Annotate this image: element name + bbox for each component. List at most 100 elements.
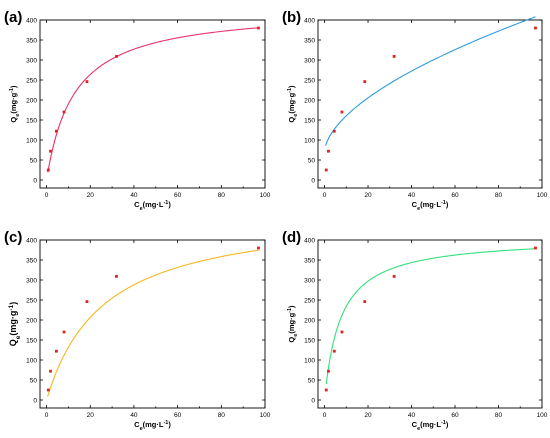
chart-panel-4: (d) 0 20 40 60 80 100 0 50 100 150 200 250 300 350 400 C…	[282, 229, 548, 432]
y-axis-title-sup: -1	[287, 88, 293, 93]
x-axis-title-main: C	[134, 200, 140, 209]
fit-curve	[325, 248, 536, 385]
y-tick-label: 300	[26, 57, 37, 64]
data-point	[85, 300, 89, 303]
y-tick-label: 250	[26, 77, 37, 84]
panel-label: (c)	[4, 229, 22, 246]
data-point	[85, 80, 89, 83]
y-tick-label: 100	[304, 137, 315, 144]
plot-frame	[317, 19, 543, 189]
y-tick-label: 350	[26, 257, 37, 264]
y-axis-title-main: Q	[287, 117, 296, 123]
y-tick-label: 200	[304, 97, 315, 104]
x-axis-title-main: C	[134, 420, 140, 429]
y-tick-label: 150	[304, 117, 315, 124]
data-point	[62, 330, 66, 334]
data-point	[332, 349, 336, 353]
x-tick-label: 100	[260, 412, 271, 419]
y-axis-title-close: )	[287, 305, 296, 308]
y-axis-title: Qe(mg·g-1)	[287, 85, 299, 123]
data-point	[257, 26, 260, 30]
data-point	[340, 110, 344, 114]
y-axis-title: Qe(mg·g-1)	[287, 305, 299, 343]
x-tick-label: 40	[130, 412, 138, 419]
data-point	[534, 26, 537, 30]
y-tick-label: 200	[26, 97, 37, 104]
x-axis-title-unit: (mg·L	[143, 420, 164, 429]
x-tick-label: 40	[408, 412, 416, 419]
x-axis-title-sub: e	[140, 426, 143, 432]
x-tick-label: 20	[87, 412, 95, 419]
x-tick-label: 60	[451, 412, 459, 419]
x-tick-label: 40	[130, 192, 138, 199]
data-point	[46, 168, 50, 172]
panel-label: (b)	[282, 9, 301, 26]
data-point	[115, 55, 118, 58]
y-tick-label: 350	[26, 37, 37, 44]
x-tick-label: 20	[364, 412, 372, 419]
data-point	[534, 246, 537, 250]
x-axis-title-close: )	[168, 200, 171, 209]
fit-curve	[47, 27, 259, 173]
x-axis-title: Ce(mg·L-1)	[412, 420, 449, 432]
y-tick-label: 300	[26, 277, 37, 284]
y-tick-label: 0	[33, 177, 37, 184]
plot-frame	[39, 19, 266, 189]
y-tick-label: 300	[304, 57, 315, 64]
x-axis-title-sub: e	[140, 206, 143, 212]
x-tick-label: 80	[218, 192, 226, 199]
x-tick-label: 80	[218, 412, 226, 419]
x-axis-title-sup: -1	[441, 200, 446, 206]
y-axis-title: Qe(mg·g-1)	[8, 302, 22, 346]
x-axis-title-close: )	[168, 420, 171, 429]
y-axis-title-main: Q	[9, 117, 18, 123]
data-point	[257, 246, 260, 250]
y-axis-title-close: )	[9, 85, 18, 88]
x-axis-title: Ce(mg·L-1)	[134, 200, 171, 212]
x-axis-title-close: )	[446, 420, 449, 429]
y-axis-title-sup: -1	[9, 88, 15, 93]
x-tick-label: 20	[87, 192, 95, 199]
y-tick-label: 100	[26, 137, 37, 144]
y-axis-title: Qe(mg·g-1)	[9, 85, 21, 123]
x-axis-title-close: )	[446, 200, 449, 209]
y-axis-title-main: Q	[8, 339, 18, 346]
y-axis-title-close: )	[8, 302, 18, 305]
x-tick-label: 100	[260, 192, 271, 199]
x-axis-title-main: C	[412, 420, 418, 429]
chart-panel-2: (b) 0 20 40 60 80 100 0 50 100 150 200 250 300 350 400 C…	[282, 9, 548, 212]
plot-frame	[39, 239, 266, 409]
y-axis-title-unit: (mg·g	[9, 92, 18, 113]
y-tick-label: 400	[304, 237, 315, 244]
x-tick-label: 60	[174, 412, 182, 419]
data-point	[363, 80, 367, 83]
data-point	[54, 349, 58, 353]
x-tick-label: 20	[364, 192, 372, 199]
fit-curve	[47, 249, 259, 397]
data-point	[46, 388, 50, 392]
x-tick-label: 0	[45, 192, 49, 199]
x-axis-title-sup: -1	[163, 200, 168, 206]
y-tick-label: 400	[304, 17, 315, 24]
y-axis-title-unit: (mg·g	[287, 312, 296, 333]
x-tick-label: 80	[495, 192, 503, 199]
y-tick-label: 350	[304, 257, 315, 264]
data-point	[324, 168, 328, 172]
y-axis-title-sub: e	[293, 334, 299, 337]
x-tick-label: 100	[537, 192, 548, 199]
panel-label: (a)	[4, 9, 22, 26]
y-tick-label: 350	[304, 37, 315, 44]
data-point	[115, 275, 118, 278]
x-tick-label: 60	[451, 192, 459, 199]
x-tick-label: 40	[408, 192, 416, 199]
y-tick-label: 150	[26, 117, 37, 124]
x-axis-title-sup: -1	[163, 420, 168, 426]
data-point	[392, 55, 396, 58]
y-tick-label: 0	[311, 397, 315, 404]
y-tick-label: 400	[26, 237, 37, 244]
y-axis-title-main: Q	[287, 337, 296, 343]
x-tick-label: 80	[495, 412, 503, 419]
y-axis-title-unit: (mg·g	[287, 92, 296, 113]
y-tick-label: 100	[26, 357, 37, 364]
y-tick-label: 100	[304, 357, 315, 364]
